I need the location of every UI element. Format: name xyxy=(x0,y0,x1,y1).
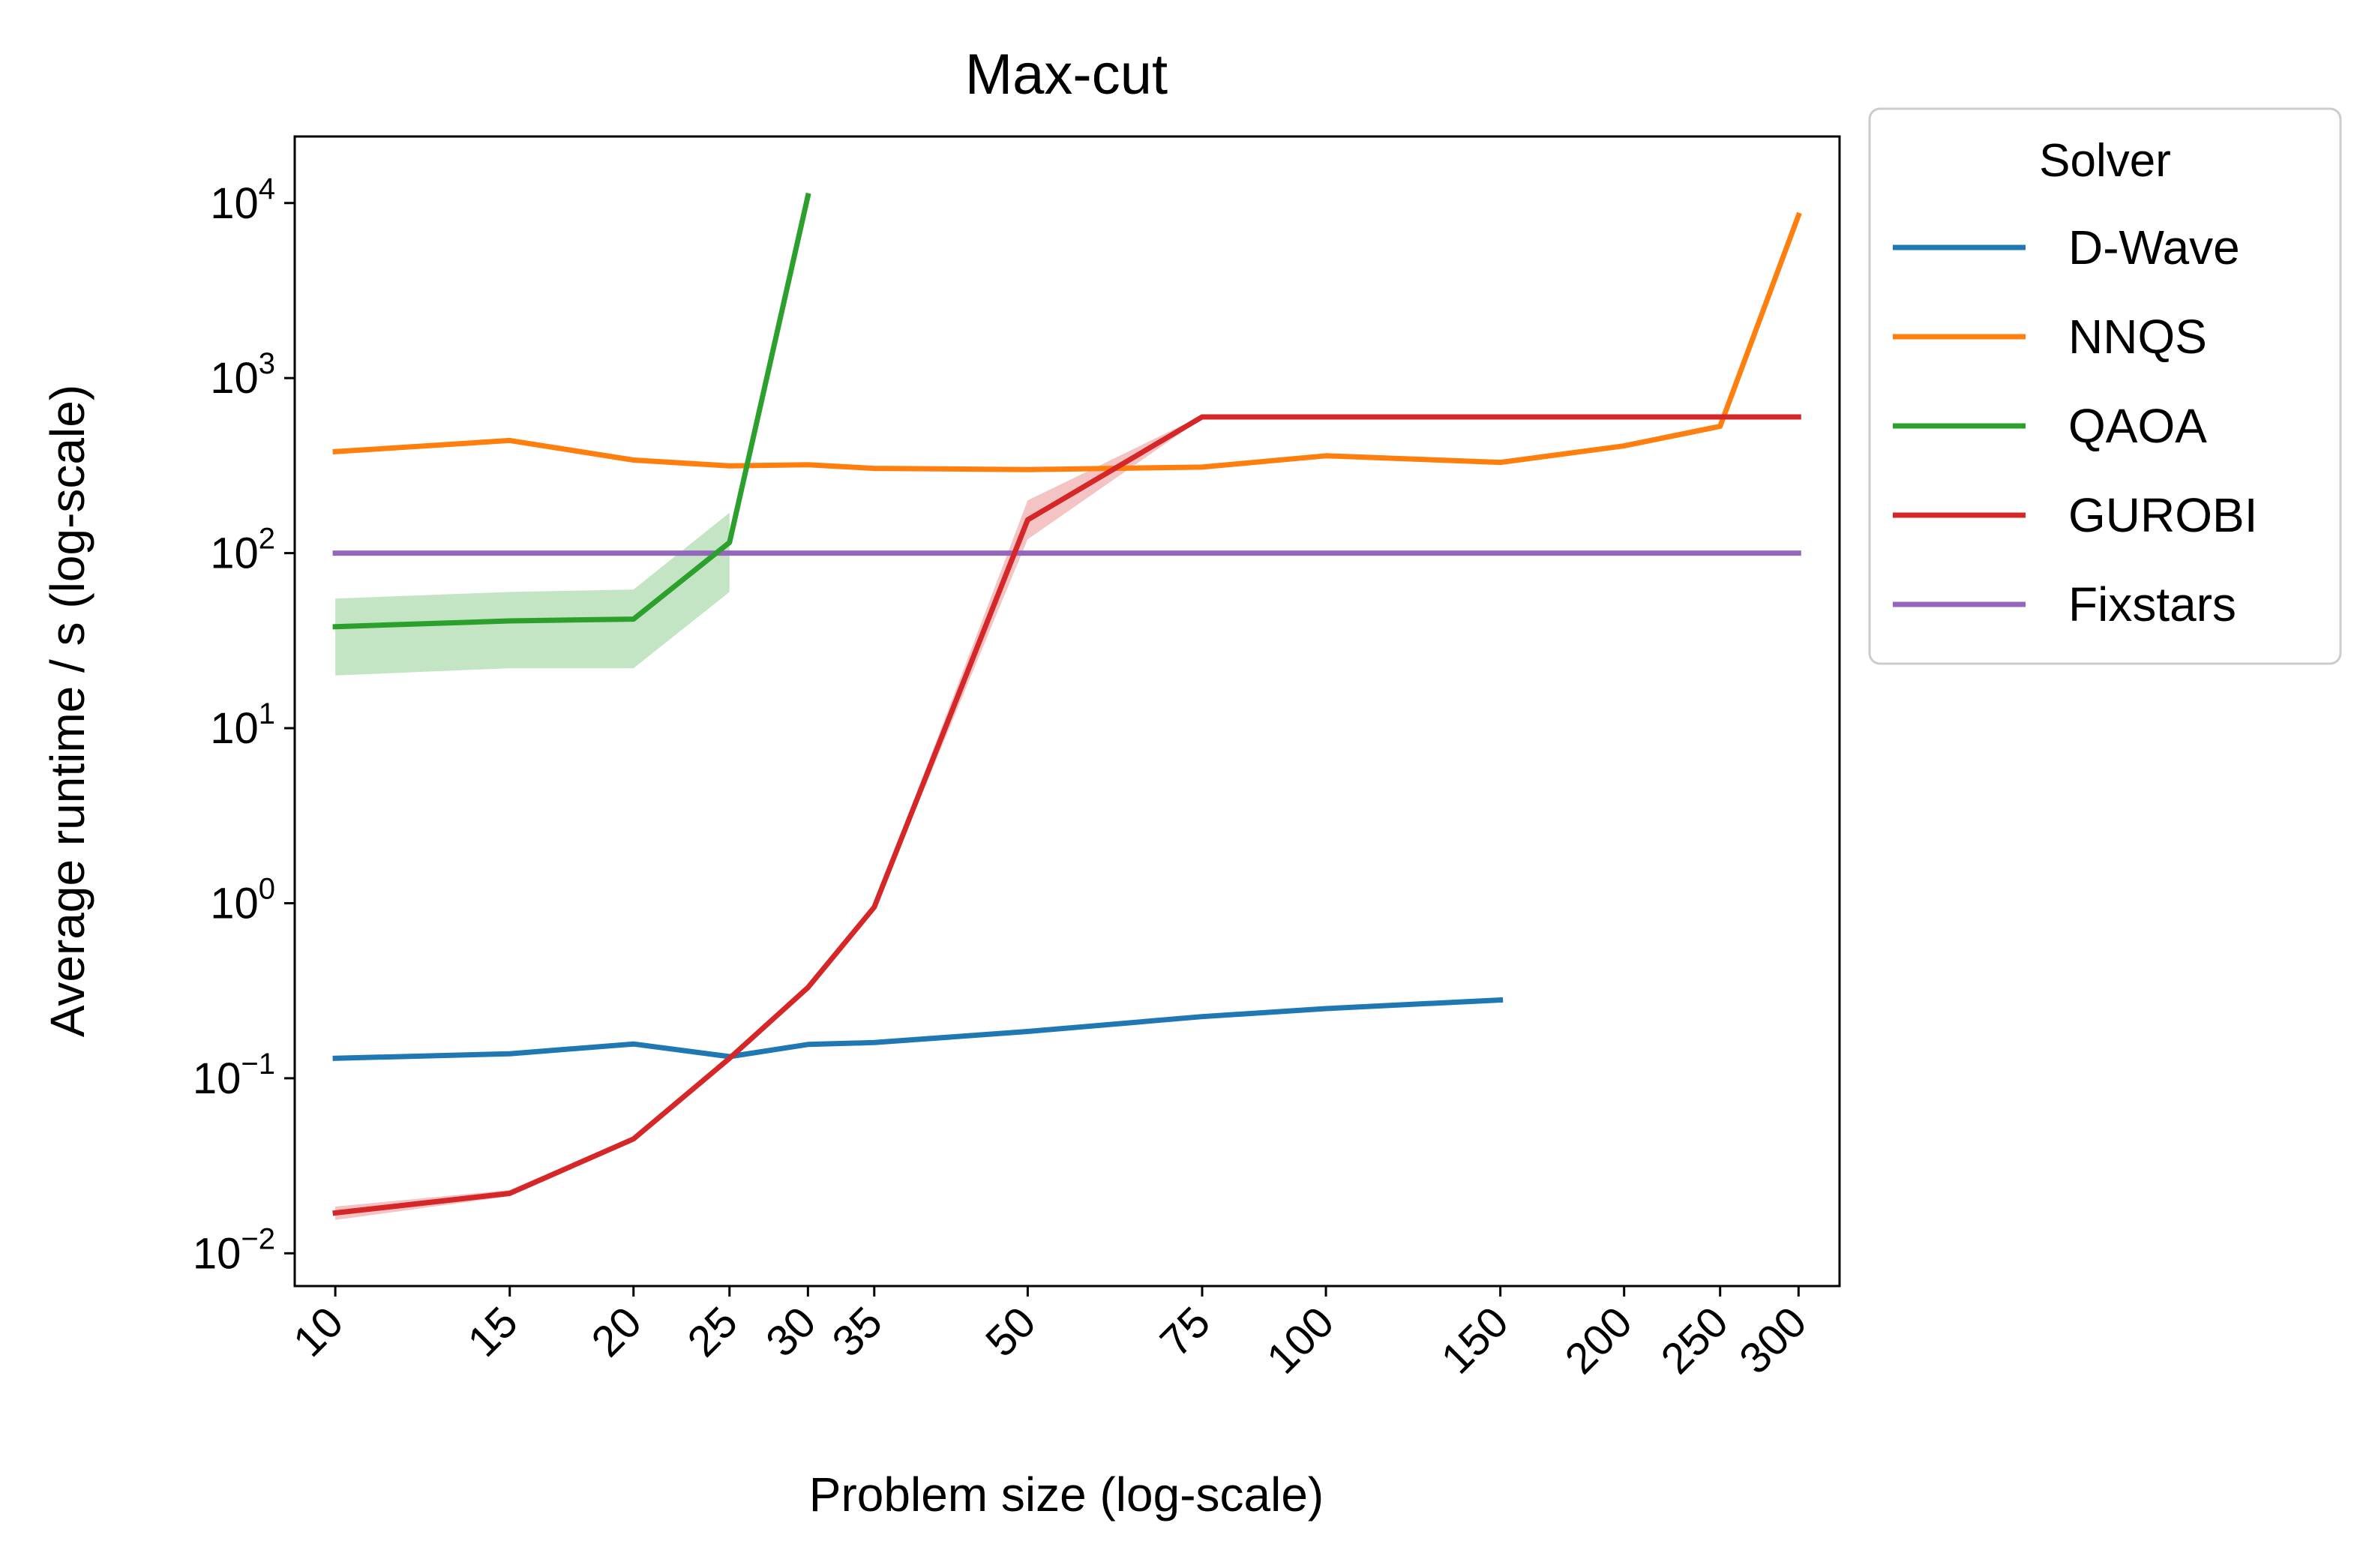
x-axis-label: Problem size (log-scale) xyxy=(809,1468,1324,1522)
legend-label-gurobi: GUROBI xyxy=(2068,488,2257,542)
y-tick-label: 10−1 xyxy=(193,1048,275,1103)
nnqs-line xyxy=(332,211,1802,472)
legend-label-fixstars: Fixstars xyxy=(2068,577,2236,631)
legend-item-fixstars: Fixstars xyxy=(1893,577,2236,631)
qaoa-confidence-band xyxy=(335,512,730,676)
legend-item-gurobi: GUROBI xyxy=(1893,488,2257,542)
qaoa-line xyxy=(332,192,811,630)
legend-label-d-wave: D-Wave xyxy=(2068,220,2240,274)
y-tick-label: 104 xyxy=(210,172,275,228)
legend-item-qaoa: QAOA xyxy=(1893,399,2207,453)
y-tick-label: 101 xyxy=(210,697,275,753)
gurobi-line xyxy=(332,414,1801,1216)
plot-area xyxy=(293,135,1841,1288)
y-tick-label: 100 xyxy=(210,872,275,928)
legend-items: D-Wave NNQS QAOA GUROBI Fixstars xyxy=(1893,220,2257,631)
d-wave-line xyxy=(332,997,1504,1061)
y-axis: 10−2 10−1 100 101 102 103 104 xyxy=(193,172,295,1278)
legend: Solver D-Wave NNQS QAOA GUROBI Fixstars xyxy=(1868,107,2342,665)
y-tick-label: 102 xyxy=(210,523,275,578)
gurobi-confidence-band xyxy=(335,415,1203,1220)
series-lines xyxy=(332,192,1802,1216)
legend-title: Solver xyxy=(2039,135,2171,187)
legend-item-nnqs: NNQS xyxy=(1893,310,2207,364)
y-axis-label: Average runtime / s (log-scale) xyxy=(40,385,94,1037)
plot-frame xyxy=(293,135,1841,1288)
legend-label-nnqs: NNQS xyxy=(2068,310,2207,364)
chart-title: Max-cut xyxy=(965,43,1168,106)
legend-label-qaoa: QAOA xyxy=(2068,399,2207,453)
y-tick-label: 103 xyxy=(210,347,275,403)
confidence-bands xyxy=(335,415,1203,1220)
legend-item-d-wave: D-Wave xyxy=(1893,220,2240,274)
y-tick-label: 10−2 xyxy=(193,1222,275,1278)
